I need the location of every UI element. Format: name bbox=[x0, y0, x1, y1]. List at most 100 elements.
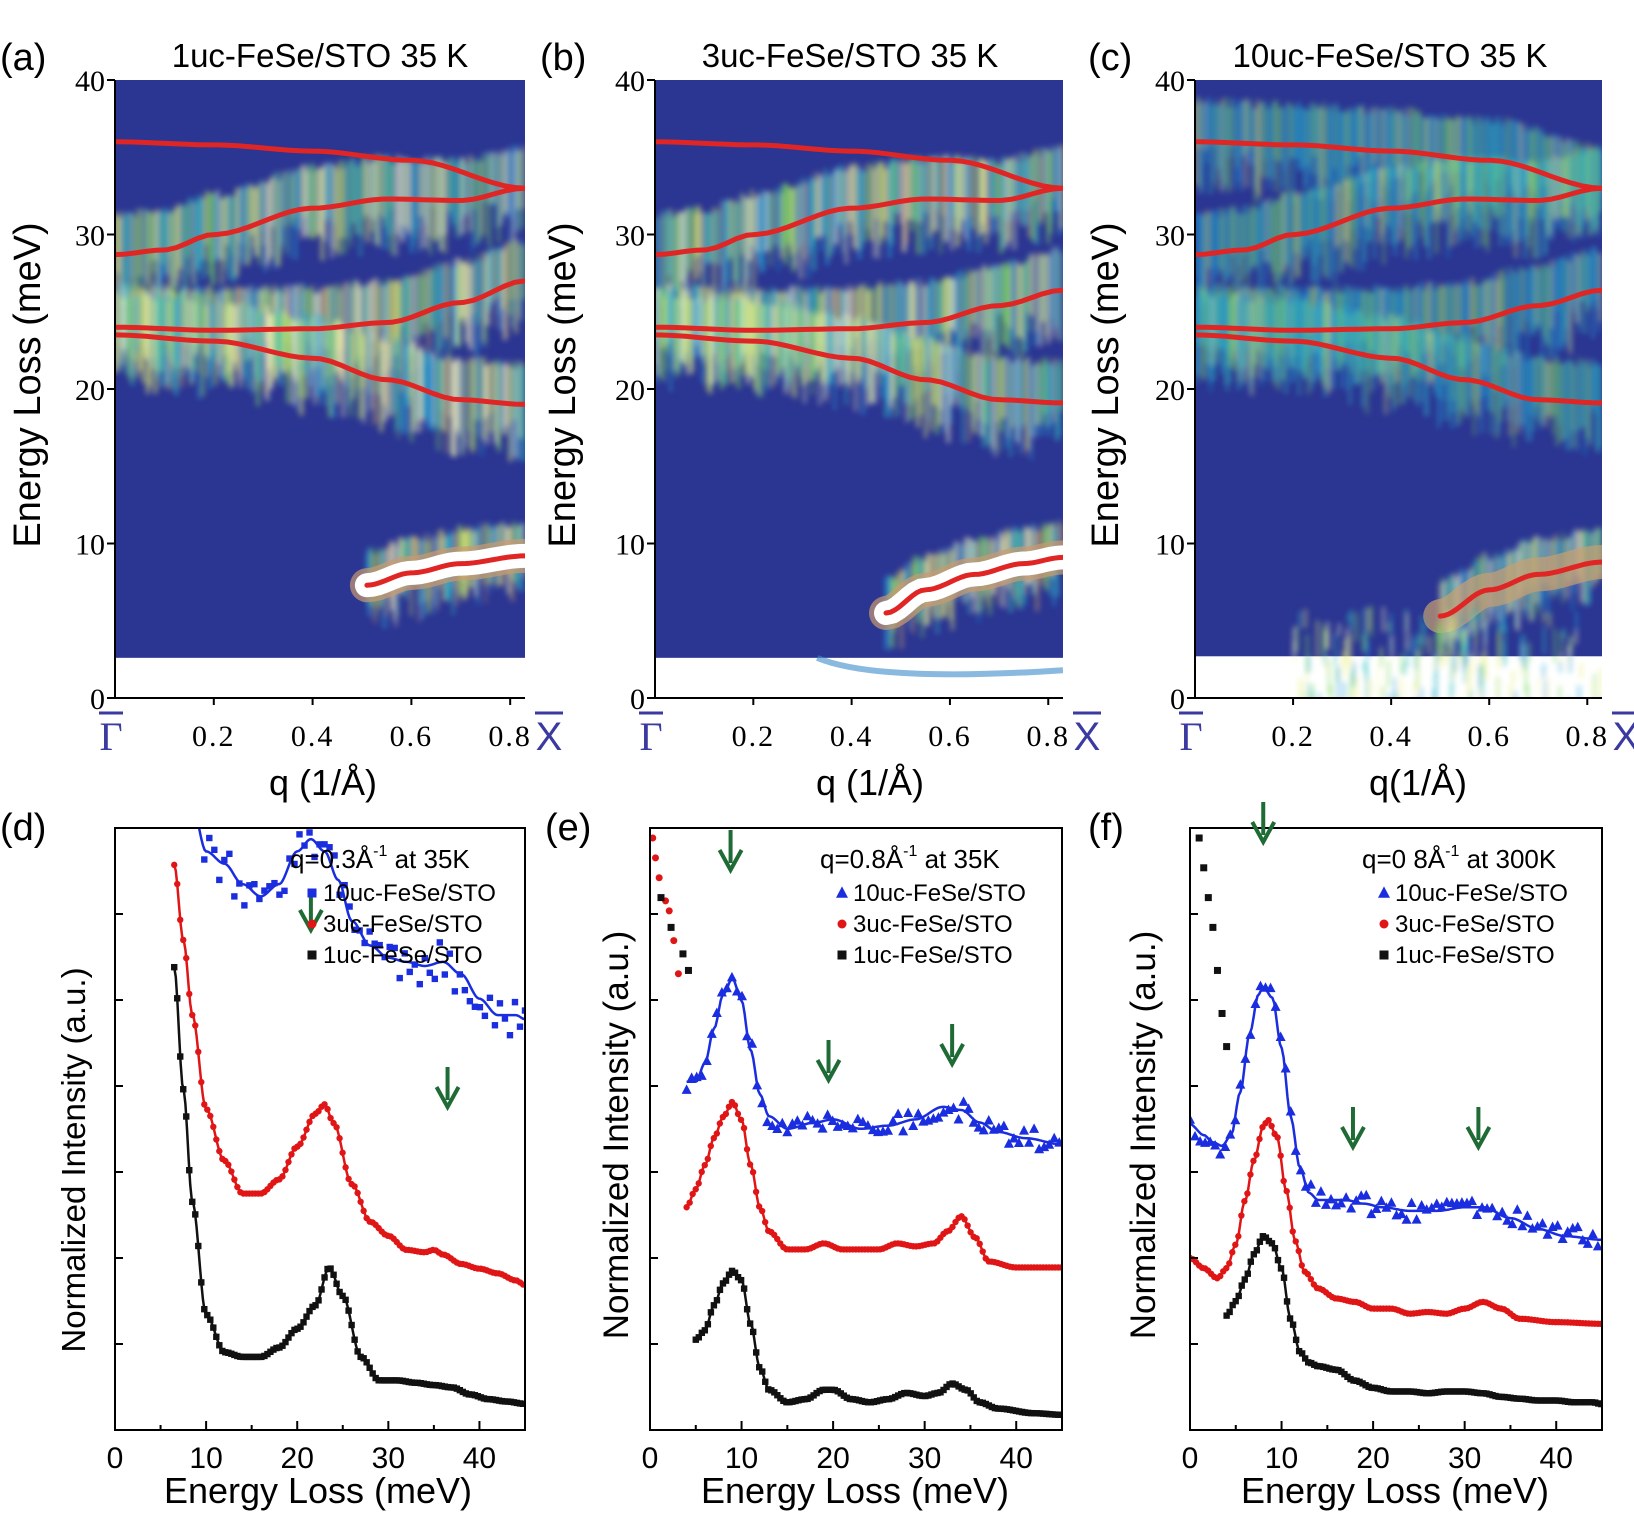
series-marker bbox=[330, 1271, 337, 1278]
low-energy-streak bbox=[1318, 693, 1321, 698]
series-marker bbox=[948, 1102, 959, 1113]
band-streak bbox=[929, 337, 933, 431]
series-marker bbox=[171, 861, 178, 869]
annotation-part: q=0.8Å bbox=[820, 844, 904, 874]
band-streak bbox=[1224, 294, 1228, 352]
low-energy-streak bbox=[1416, 650, 1419, 690]
band-streak bbox=[655, 218, 659, 308]
band-streak bbox=[978, 269, 982, 332]
band-streak bbox=[136, 295, 140, 345]
band-streak bbox=[1378, 167, 1382, 243]
band-streak bbox=[415, 347, 419, 420]
band-streak bbox=[1555, 259, 1559, 312]
band-streak bbox=[946, 347, 950, 443]
band-streak bbox=[1405, 324, 1409, 383]
panel-e-xlabel: Energy Loss (meV) bbox=[701, 1470, 1009, 1511]
band-streak bbox=[1478, 345, 1482, 400]
series-marker bbox=[976, 1240, 983, 1248]
series-marker bbox=[376, 941, 383, 949]
band-streak bbox=[199, 297, 203, 375]
extra-point bbox=[1213, 966, 1221, 974]
band-streak bbox=[865, 320, 869, 385]
series-marker bbox=[321, 1274, 328, 1281]
dispersion-curve-mid1 bbox=[115, 278, 525, 333]
low-energy-streak bbox=[1316, 620, 1319, 659]
band-streak bbox=[967, 268, 971, 348]
x-tick-label: 10 bbox=[725, 1442, 758, 1475]
band-streak bbox=[841, 289, 844, 348]
series-marker bbox=[1411, 1214, 1422, 1224]
band-streak bbox=[427, 350, 431, 424]
band-streak bbox=[1011, 158, 1014, 213]
series-marker bbox=[291, 860, 298, 868]
band-streak bbox=[920, 335, 924, 415]
band-streak bbox=[1431, 114, 1435, 181]
dispersion-curve-mid2 bbox=[115, 332, 525, 407]
band-streak bbox=[1378, 313, 1382, 373]
band-streak bbox=[1003, 362, 1007, 417]
series-marker bbox=[231, 1176, 238, 1183]
series-marker bbox=[1292, 1336, 1300, 1344]
dispersion-curve-top bbox=[1195, 139, 1602, 191]
band-streak bbox=[1414, 167, 1418, 261]
band-streak bbox=[1295, 105, 1299, 160]
series-marker bbox=[226, 850, 233, 858]
band-streak bbox=[324, 166, 328, 222]
band-streak bbox=[1576, 254, 1580, 324]
band-streak bbox=[1444, 286, 1448, 344]
low-energy-streak bbox=[1485, 615, 1488, 637]
band-streak bbox=[1442, 334, 1446, 384]
band-streak bbox=[1529, 264, 1533, 333]
band-streak bbox=[1455, 157, 1459, 226]
series-marker bbox=[1230, 1114, 1241, 1125]
panel-label-b: (b) bbox=[540, 37, 586, 79]
band-streak bbox=[1410, 166, 1414, 215]
band-streak bbox=[286, 169, 290, 223]
band-streak bbox=[300, 168, 304, 221]
band-streak bbox=[484, 259, 488, 347]
band-streak bbox=[1291, 193, 1295, 270]
legend-label-blue: 10uc-FeSe/STO bbox=[853, 880, 1026, 907]
series-marker bbox=[1226, 1260, 1233, 1267]
band-streak bbox=[379, 341, 383, 432]
series-marker bbox=[1191, 1130, 1201, 1141]
low-energy-streak bbox=[1542, 663, 1545, 680]
series-marker bbox=[847, 1122, 858, 1133]
band-streak bbox=[355, 331, 359, 397]
series-marker bbox=[1557, 1233, 1568, 1243]
band-streak bbox=[1427, 330, 1431, 382]
band-streak bbox=[436, 358, 440, 451]
band-streak bbox=[1599, 253, 1602, 322]
band-streak bbox=[1452, 119, 1456, 174]
series-marker bbox=[968, 1117, 979, 1127]
band-streak bbox=[731, 205, 735, 282]
extra-point bbox=[667, 923, 675, 931]
band-streak bbox=[890, 283, 894, 351]
band-streak bbox=[332, 285, 336, 363]
band-streak bbox=[1267, 107, 1271, 191]
band-streak bbox=[208, 193, 212, 263]
band-streak bbox=[370, 282, 374, 343]
band-streak bbox=[1043, 255, 1047, 321]
band-streak bbox=[486, 254, 490, 326]
series-marker bbox=[1307, 1275, 1315, 1283]
extra-point bbox=[684, 966, 692, 974]
band-streak bbox=[1293, 299, 1297, 370]
low-energy-streak bbox=[1400, 653, 1403, 675]
band-streak bbox=[332, 165, 336, 224]
low-energy-streak bbox=[1560, 631, 1563, 656]
band-streak bbox=[982, 362, 986, 448]
band-streak bbox=[387, 278, 391, 360]
band-streak bbox=[506, 363, 510, 425]
band-streak bbox=[773, 306, 776, 387]
band-streak bbox=[1039, 255, 1043, 347]
band-streak bbox=[854, 290, 858, 340]
band-streak bbox=[1491, 273, 1495, 339]
series-marker bbox=[716, 1286, 724, 1294]
series-marker bbox=[704, 1321, 712, 1328]
band-streak bbox=[927, 343, 931, 422]
series-marker bbox=[1049, 1132, 1060, 1143]
band-streak bbox=[814, 312, 818, 372]
low-energy-streak bbox=[1569, 653, 1572, 673]
band-streak bbox=[1320, 192, 1324, 242]
